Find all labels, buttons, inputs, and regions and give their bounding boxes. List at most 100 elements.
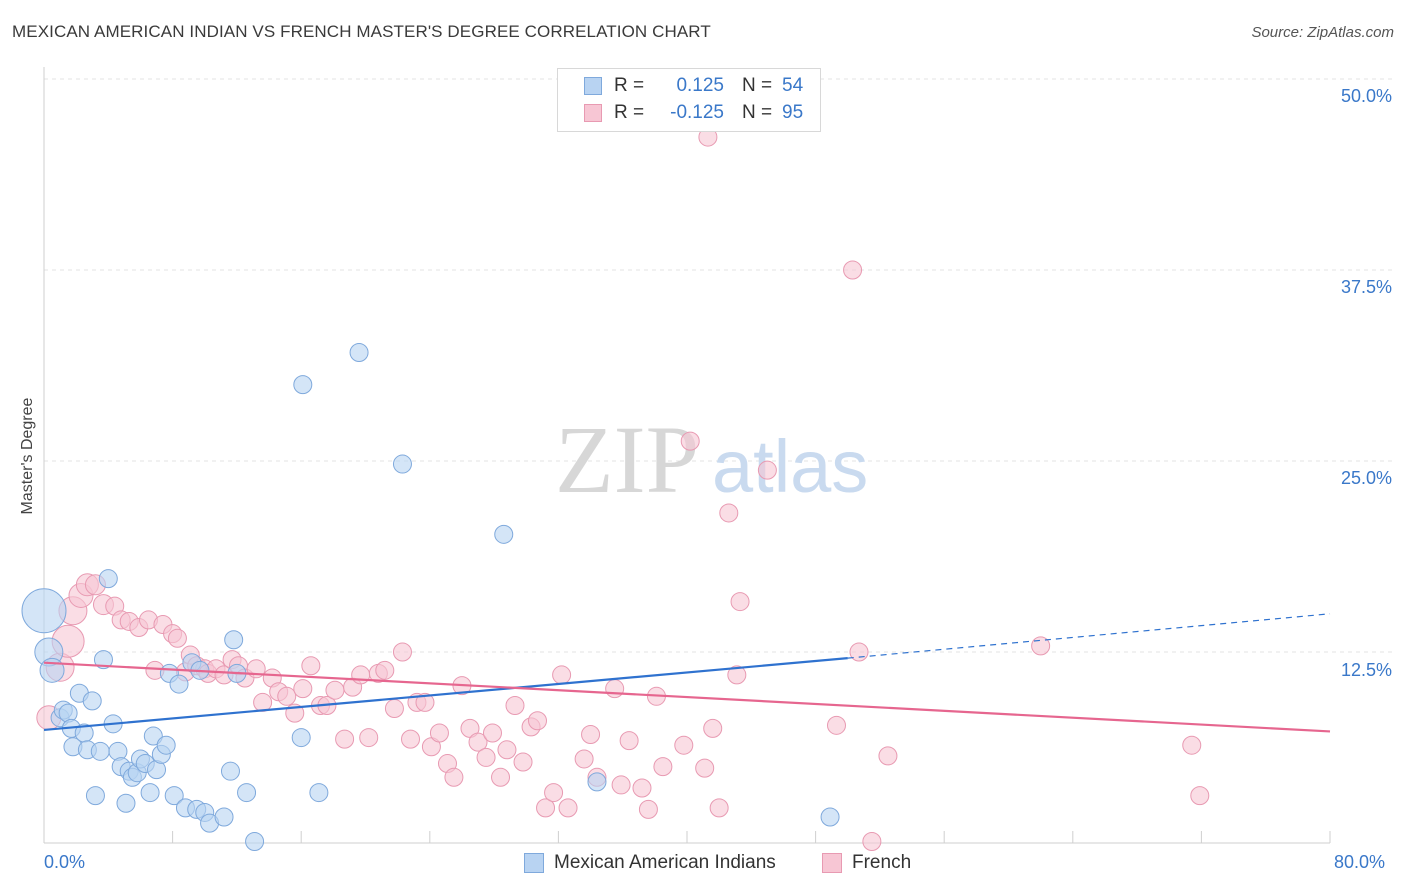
- x-tick-label-max: 80.0%: [1334, 852, 1386, 872]
- data-point: [415, 692, 435, 712]
- data-point: [558, 798, 578, 818]
- data-point: [375, 660, 395, 680]
- data-point: [587, 772, 607, 792]
- data-point: [513, 752, 533, 772]
- n-value: 95: [782, 102, 804, 123]
- data-point: [552, 665, 572, 685]
- legend-label: Mexican American Indians: [554, 852, 776, 873]
- data-point: [581, 725, 601, 745]
- data-point: [820, 807, 840, 827]
- n-label: N =: [742, 75, 773, 96]
- data-point: [82, 691, 102, 711]
- data-point: [245, 831, 265, 851]
- y-tick-label-12-5: 12.5%: [1340, 660, 1392, 680]
- data-point: [85, 786, 105, 806]
- data-point: [214, 807, 234, 827]
- data-point: [325, 680, 345, 700]
- data-point: [143, 726, 163, 746]
- data-point: [444, 767, 464, 787]
- data-point: [167, 628, 187, 648]
- data-point: [21, 588, 67, 634]
- data-point: [140, 783, 160, 803]
- data-point: [392, 642, 412, 662]
- data-point: [680, 431, 700, 451]
- data-point: [843, 260, 863, 280]
- y-tick-label-50: 50.0%: [1340, 86, 1392, 106]
- r-value: 0.125: [676, 75, 724, 96]
- chart-title: MEXICAN AMERICAN INDIAN VS FRENCH MASTER…: [12, 22, 711, 41]
- data-point: [862, 831, 882, 851]
- y-tick-label-25: 25.0%: [1340, 468, 1392, 488]
- data-point: [384, 699, 404, 719]
- data-point: [309, 783, 329, 803]
- watermark-atlas: atlas: [712, 425, 868, 508]
- y-tick-label-37-5: 37.5%: [1340, 277, 1392, 297]
- data-point: [619, 731, 639, 751]
- data-point: [39, 657, 65, 683]
- data-point: [253, 692, 273, 712]
- mexican-american-indian-points: [21, 343, 840, 851]
- data-point: [494, 524, 514, 544]
- data-point: [528, 711, 548, 731]
- data-point: [291, 728, 311, 748]
- x-tick-label-min: 0.0%: [44, 852, 86, 872]
- series-legend: Mexican American Indians French: [0, 852, 1406, 878]
- data-point: [544, 783, 564, 803]
- data-point: [757, 460, 777, 480]
- grid-lines: [44, 78, 1393, 653]
- r-value: -0.125: [670, 102, 724, 123]
- data-point: [351, 665, 371, 685]
- data-point: [849, 642, 869, 662]
- data-point: [220, 761, 240, 781]
- data-point: [301, 656, 321, 676]
- data-point: [709, 798, 729, 818]
- y-axis-label: Master's Degree: [19, 397, 36, 515]
- data-point: [1182, 735, 1202, 755]
- data-point: [730, 592, 750, 612]
- data-point: [878, 746, 898, 766]
- data-point: [277, 686, 297, 706]
- n-label: N =: [742, 102, 773, 123]
- pink-swatch: [584, 104, 602, 122]
- data-point: [574, 749, 594, 769]
- data-point: [674, 735, 694, 755]
- data-point: [491, 767, 511, 787]
- blue-swatch: [524, 853, 544, 873]
- data-point: [605, 679, 625, 699]
- data-point: [293, 679, 313, 699]
- legend-item-mexican-american-indians[interactable]: Mexican American Indians: [524, 852, 776, 874]
- data-point: [826, 715, 846, 735]
- r-label: R =: [614, 75, 645, 96]
- data-point: [653, 757, 673, 777]
- data-point: [497, 740, 517, 760]
- data-point: [156, 735, 176, 755]
- data-point: [93, 650, 113, 670]
- data-point: [164, 786, 184, 806]
- data-point: [482, 723, 502, 743]
- trend-lines: [43, 613, 1331, 733]
- data-point: [392, 454, 412, 474]
- watermark-zip: ZIP: [555, 406, 699, 513]
- data-point: [1190, 786, 1210, 806]
- data-point: [703, 718, 723, 738]
- legend-item-french[interactable]: French: [822, 852, 911, 874]
- stats-legend-row-pink: R = -0.125 N = 95: [584, 101, 803, 125]
- data-point: [695, 758, 715, 778]
- data-point: [429, 723, 449, 743]
- stats-legend-row-blue: R = 0.125 N = 54: [584, 74, 803, 98]
- data-point: [98, 569, 118, 589]
- n-value: 54: [782, 75, 804, 96]
- data-point: [90, 741, 110, 761]
- data-point: [224, 630, 244, 650]
- data-point: [349, 343, 369, 363]
- data-point: [468, 732, 488, 752]
- data-point: [476, 747, 496, 767]
- stats-legend: R = 0.125 N = 54 R = -0.125 N = 95: [557, 68, 821, 132]
- data-point: [727, 665, 747, 685]
- data-point: [632, 778, 652, 798]
- data-point: [237, 783, 257, 803]
- data-point: [505, 695, 525, 715]
- blue-swatch: [584, 77, 602, 95]
- data-point: [335, 729, 355, 749]
- data-point: [719, 503, 739, 523]
